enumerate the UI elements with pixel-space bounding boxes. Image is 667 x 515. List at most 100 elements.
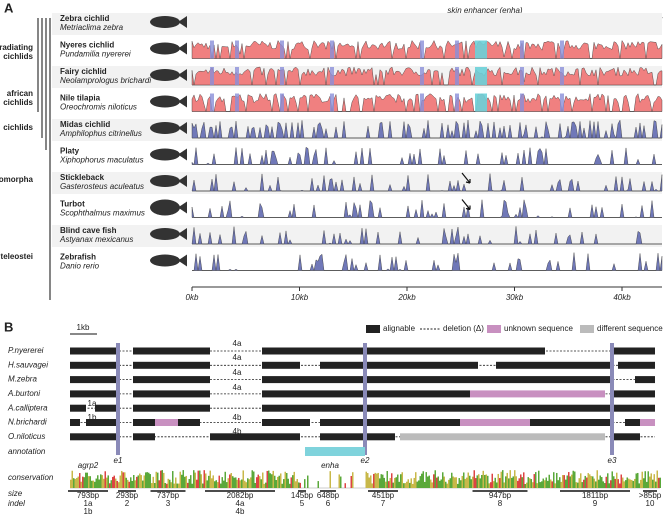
conservation-bar <box>550 479 552 488</box>
conservation-bar <box>619 483 621 488</box>
conservation-bar <box>181 474 183 488</box>
conservation-bar <box>659 477 661 488</box>
conservation-bar <box>509 470 511 488</box>
conservation-bar <box>463 472 465 488</box>
conservation-bar <box>290 477 292 488</box>
conservation-track <box>191 199 662 219</box>
alignment-block <box>133 347 210 355</box>
conservation-bar <box>280 473 282 488</box>
conservation-bar <box>212 475 214 488</box>
alignment-block <box>133 433 155 441</box>
conservation-bar <box>268 470 270 488</box>
conservation-bar <box>416 481 418 488</box>
enhancer-box <box>305 447 365 456</box>
conservation-bar <box>152 476 154 488</box>
conservation-bar <box>172 471 174 488</box>
conservation-bar <box>584 475 586 488</box>
conservation-bar <box>512 476 514 488</box>
conservation-bar <box>491 473 493 488</box>
conservation-bar <box>476 475 478 488</box>
conservation-bar <box>574 471 576 488</box>
conservation-bar <box>241 479 243 488</box>
conservation-bar <box>560 481 562 488</box>
exon-highlight <box>520 40 524 59</box>
conservation-bar <box>158 480 160 488</box>
conservation-bar <box>551 481 553 488</box>
fish-tail <box>178 254 187 267</box>
conservation-bar <box>478 474 480 488</box>
conservation-bar <box>287 478 289 488</box>
conservation-bar <box>145 472 147 488</box>
conservation-bar <box>91 480 93 488</box>
conservation-bar <box>457 483 459 488</box>
legend-label: deletion (Δ) <box>443 324 484 333</box>
conservation-bar <box>89 476 91 488</box>
species-latin: Pundamilia nyererei <box>60 50 131 59</box>
enhancer-label: skin enhancer (enha) <box>447 6 522 15</box>
conservation-bar <box>136 476 138 488</box>
conservation-bar <box>371 483 373 488</box>
conservation-bar <box>127 479 129 488</box>
conservation-bar <box>401 472 403 488</box>
conservation-bar <box>428 475 430 488</box>
conservation-bar <box>400 474 402 488</box>
region-indel: 4a <box>236 499 245 508</box>
legend-label: alignable <box>383 324 416 333</box>
conservation-bar <box>547 480 549 488</box>
conservation-bar <box>616 472 618 488</box>
fish-tail <box>178 148 187 161</box>
panel-label: A <box>4 0 14 15</box>
conservation-bar <box>626 477 628 488</box>
enhancer-highlight <box>475 67 487 85</box>
conservation-bar <box>79 473 81 488</box>
conservation-track <box>191 39 663 59</box>
conservation-bar <box>496 482 498 488</box>
conservation-bar <box>142 480 144 488</box>
conservation-bar <box>296 479 298 488</box>
conservation-bar <box>217 482 219 488</box>
conservation-bar <box>424 481 426 488</box>
conservation-bar <box>499 478 501 488</box>
species-latin: Xiphophorus maculatus <box>59 156 144 165</box>
exon-highlight <box>560 40 564 59</box>
species-label: N.brichardi <box>8 418 47 427</box>
conservation-bar <box>653 474 655 488</box>
conservation-bar <box>382 474 384 488</box>
conservation-bar <box>98 479 100 488</box>
conservation-bar <box>527 477 529 488</box>
conservation-bar <box>625 480 627 488</box>
conservation-bar <box>373 473 375 488</box>
fish-tail <box>178 201 187 214</box>
conservation-bar <box>497 473 499 488</box>
conservation-bar <box>251 470 253 488</box>
exon-highlight <box>420 93 424 112</box>
conservation-bar <box>587 473 589 488</box>
alignment-block <box>133 404 210 412</box>
fish-tail <box>178 228 187 240</box>
conservation-bar <box>365 471 367 488</box>
conservation-bar <box>421 473 423 488</box>
alignment-block <box>400 433 605 441</box>
fish-icon <box>150 42 180 55</box>
species-label: H.sauvagei <box>8 360 48 369</box>
conservation-bar <box>601 477 603 488</box>
conservation-bar <box>508 478 510 488</box>
conservation-track <box>192 252 663 272</box>
conservation-bar <box>425 472 427 488</box>
conservation-bar <box>128 481 130 488</box>
alignment-block <box>70 404 86 412</box>
axis-label: 30kb <box>506 293 524 302</box>
conservation-bar <box>455 477 457 488</box>
feature-label: agrp2 <box>78 461 99 470</box>
conservation-bar <box>443 476 445 488</box>
conservation-bar <box>101 475 103 488</box>
conservation-bar <box>391 473 393 488</box>
conservation-track <box>191 119 663 139</box>
conservation-bar <box>244 480 246 488</box>
alignment-block <box>262 376 612 384</box>
alignment-block <box>320 433 395 441</box>
conservation-bar <box>92 480 94 488</box>
exon-highlight <box>420 40 424 59</box>
conservation-bar <box>329 471 331 488</box>
conservation-bar <box>176 483 178 488</box>
